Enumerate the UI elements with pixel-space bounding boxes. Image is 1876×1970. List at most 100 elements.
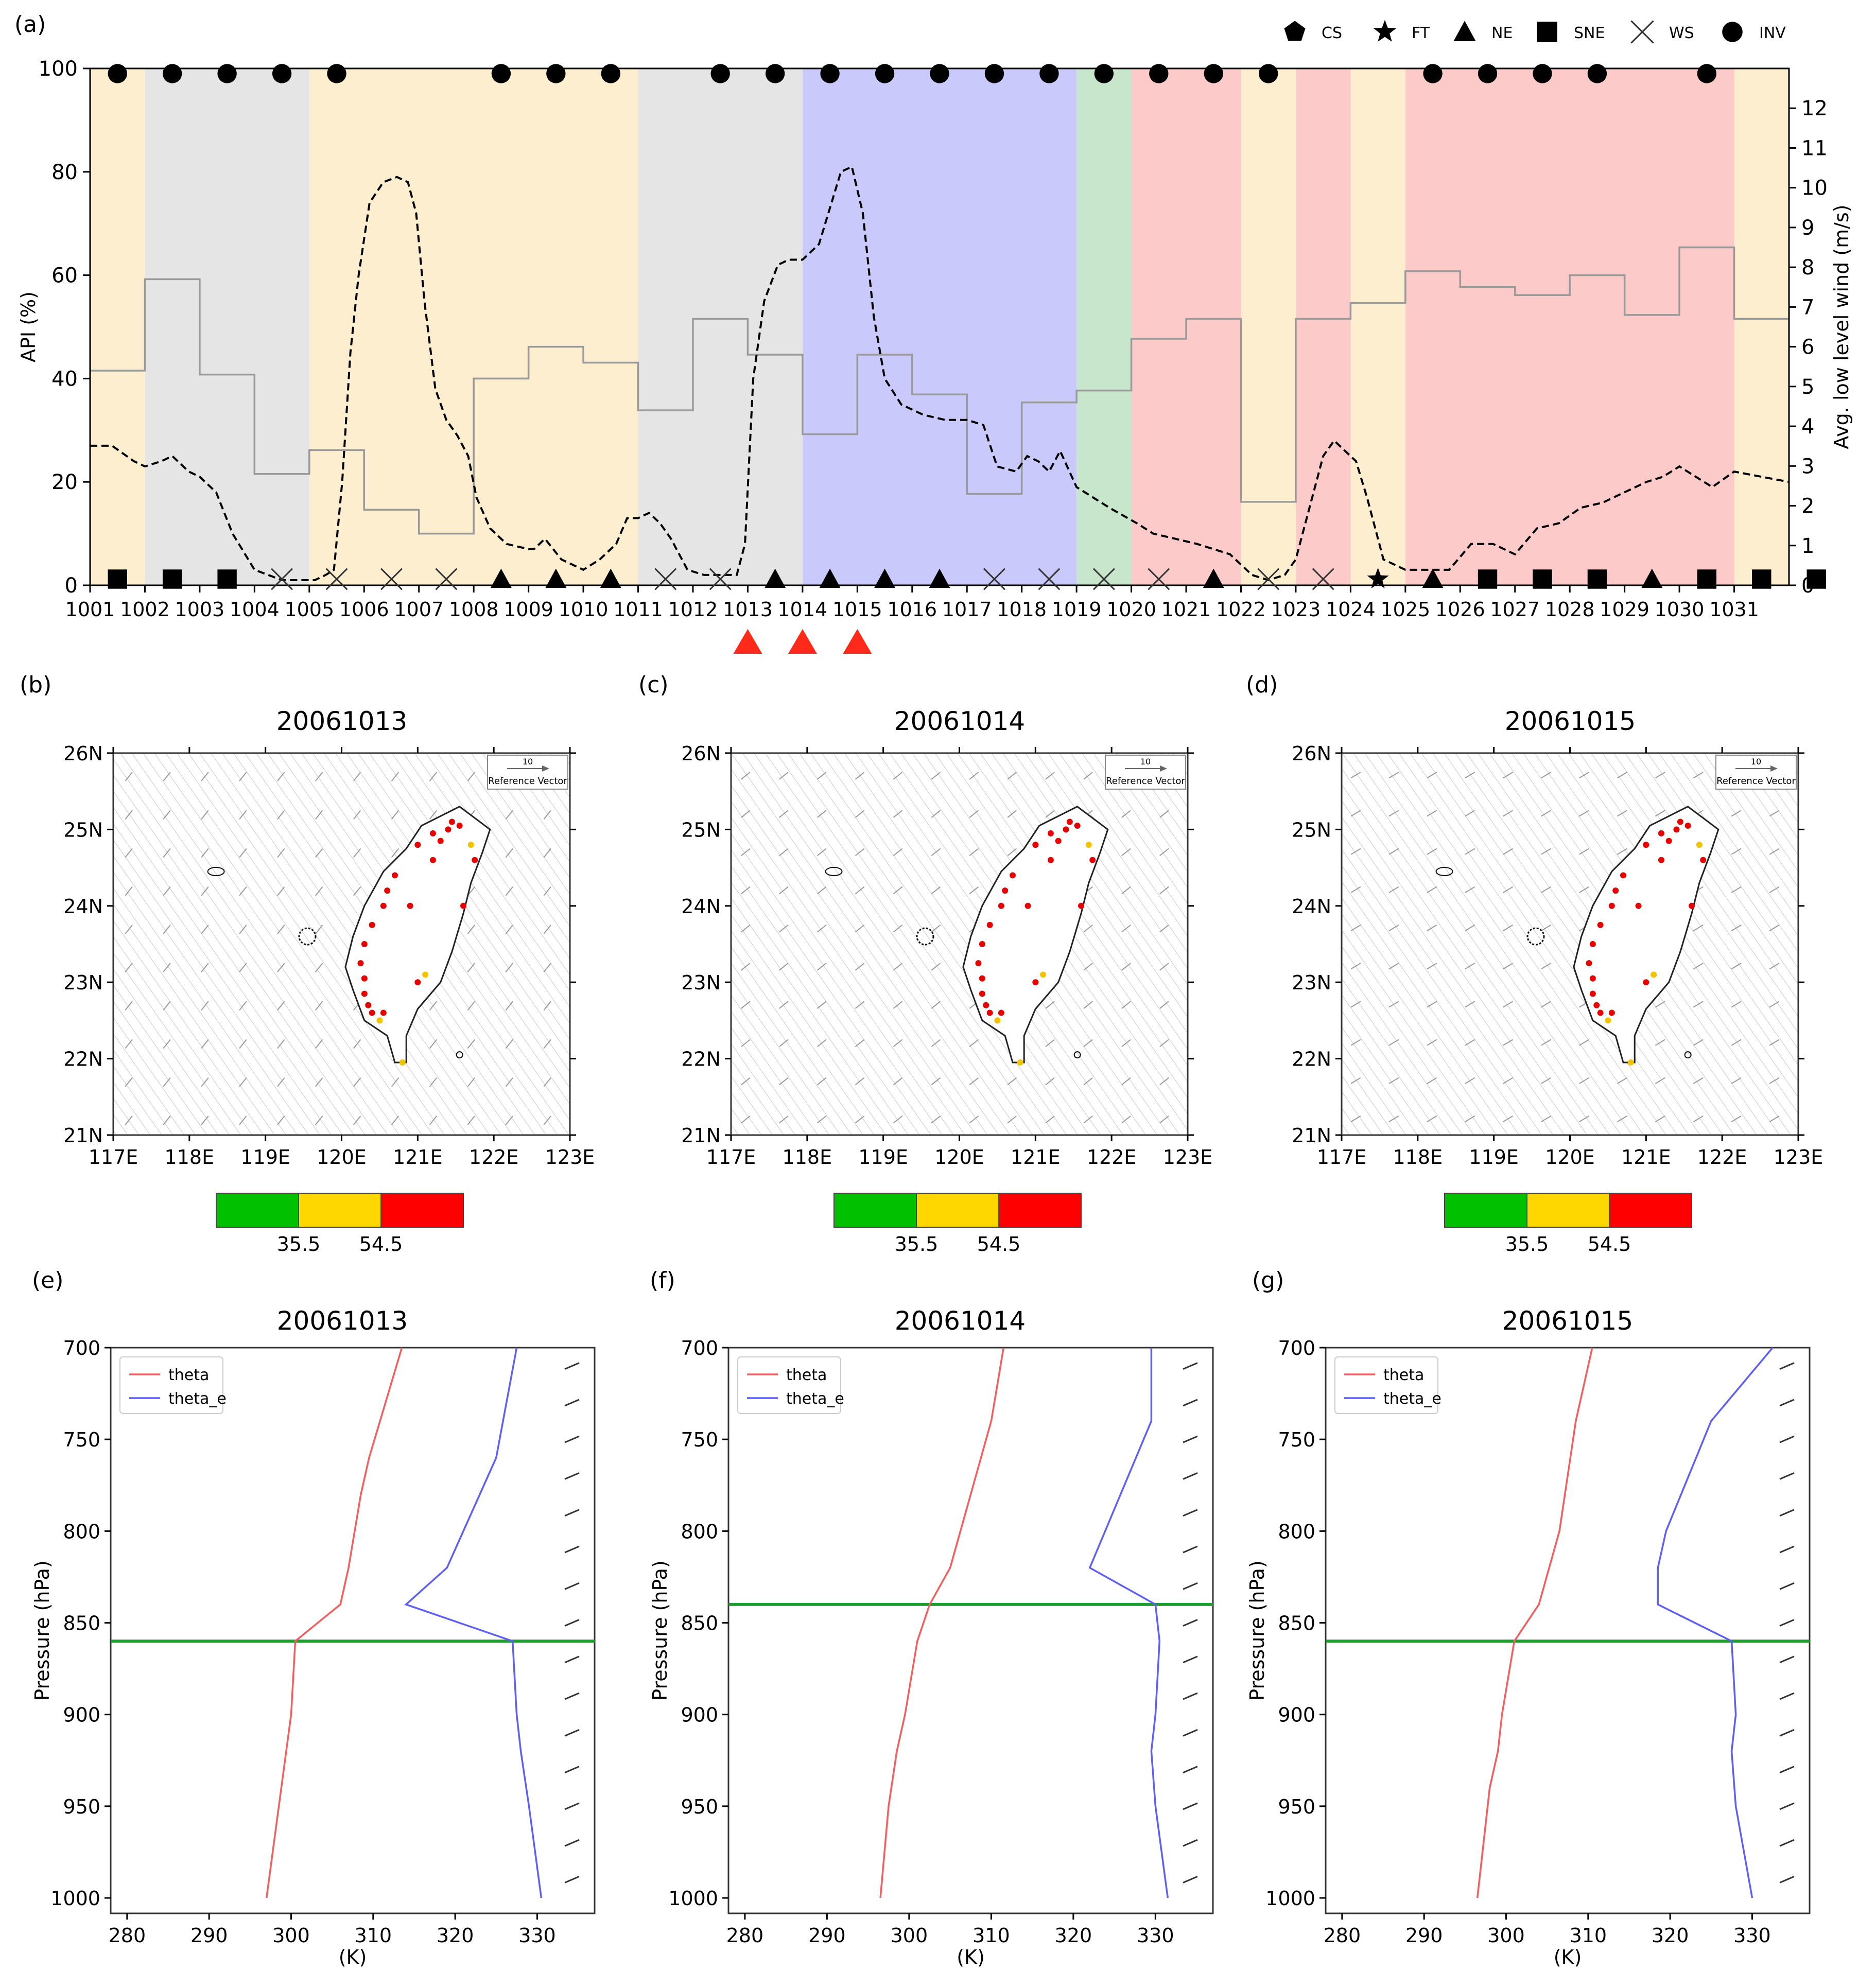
pm-station: [437, 838, 444, 844]
profile-legend: theta theta_e: [737, 1356, 844, 1414]
pm-station: [1677, 818, 1683, 825]
wind-barb: [1183, 1766, 1198, 1773]
x-tick-label: 1016: [887, 598, 937, 621]
wind-arrow: [429, 1115, 438, 1125]
y-tick-label: 60: [51, 264, 78, 288]
lon-label: 123E: [545, 1146, 595, 1169]
wind-arrow: [1427, 886, 1437, 893]
highlight-triangle: [843, 629, 872, 654]
type-marker: [874, 568, 895, 588]
panel-label: (a): [14, 11, 46, 38]
pm-station: [1643, 842, 1649, 848]
wind-arrow: [1388, 848, 1399, 855]
type-marker: [765, 568, 786, 588]
wind-arrow: [505, 886, 513, 896]
y2-axis-label: Avg. low level wind (m/s): [1830, 204, 1853, 449]
wind-arrow: [1465, 963, 1475, 970]
wind-arrow: [201, 1077, 209, 1087]
x-tick-label: 1012: [668, 598, 718, 621]
x-tick-label: 1002: [120, 598, 170, 621]
inv-marker: [1697, 64, 1717, 83]
type-marker: [1367, 567, 1389, 588]
x-tick-label: 1030: [1655, 598, 1705, 621]
colorbar-label: 35.5: [277, 1233, 321, 1256]
taiwan-coastline: [344, 806, 491, 1064]
wind-arrow: [429, 810, 438, 820]
wind-barb: [564, 1729, 580, 1737]
wind-arrow: [969, 1115, 979, 1124]
x-tick-label: 1025: [1380, 598, 1430, 621]
wind-arrow: [1503, 772, 1514, 779]
reference-vector-value: 10: [1751, 757, 1761, 766]
wind-arrow: [1579, 1039, 1589, 1046]
wind-arrow: [855, 1115, 865, 1124]
wind-arrow: [543, 1039, 551, 1049]
wind-arrow: [1465, 772, 1475, 779]
y-tick-label: 950: [681, 1795, 718, 1818]
inv-marker: [1587, 64, 1607, 83]
wind-arrow: [505, 1001, 513, 1011]
map-title: 20061014: [894, 706, 1026, 736]
wind-arrow: [125, 810, 133, 820]
colorbar-segment: [380, 1193, 464, 1228]
wind-arrow: [467, 925, 475, 934]
lat-label: 26N: [63, 742, 103, 765]
wind-arrow: [1503, 848, 1514, 855]
wind-barb: [564, 1766, 580, 1773]
wind-arrow: [1007, 1115, 1017, 1124]
x-tick-label: 310: [355, 1924, 392, 1947]
wind-arrow: [1388, 886, 1399, 893]
inv-marker: [1478, 64, 1498, 83]
wind-arrow: [893, 1039, 903, 1048]
wind-arrow: [163, 1001, 171, 1011]
pm-station: [1032, 842, 1039, 848]
pm-station: [380, 902, 387, 909]
profile-legend: theta theta_e: [1334, 1356, 1441, 1414]
wind-barb: [1183, 1399, 1198, 1407]
wind-barb: [1183, 1655, 1198, 1664]
wind-barb: [1183, 1619, 1198, 1627]
wind-arrow: [429, 1001, 438, 1011]
lat-label: 21N: [681, 1124, 721, 1147]
pm-station: [1074, 822, 1081, 829]
pm-station: [1085, 842, 1092, 848]
wind-arrow: [315, 1077, 323, 1087]
wind-arrow: [543, 963, 551, 972]
x-tick-label: 330: [1733, 1924, 1771, 1947]
wind-arrow: [239, 810, 247, 820]
theta-line: [265, 1347, 403, 1898]
wind-arrow: [1121, 963, 1131, 971]
wind-arrow: [1350, 925, 1361, 932]
wind-arrow: [1350, 810, 1361, 817]
wind-arrow: [1693, 925, 1704, 932]
y2-tick-label: 1: [1801, 534, 1814, 558]
wind-arrow: [505, 1077, 513, 1087]
type-marker: [380, 568, 403, 590]
lat-label: 25N: [681, 818, 721, 841]
pm-station: [448, 818, 455, 825]
pm-station: [1608, 1009, 1615, 1016]
lon-label: 121E: [1011, 1146, 1061, 1169]
wind-arrow: [855, 1039, 865, 1048]
y2-tick-label: 7: [1801, 295, 1814, 319]
x-tick-label: 290: [190, 1924, 228, 1947]
wind-arrow: [315, 1039, 323, 1049]
reference-vector-value: 10: [523, 757, 533, 766]
lat-label: 23N: [681, 971, 721, 994]
wind-arrow: [1769, 963, 1780, 970]
wind-arrow: [163, 810, 171, 820]
pm-station: [472, 857, 478, 863]
theta-e-line: [1088, 1348, 1169, 1898]
legend-label: FT: [1412, 24, 1430, 42]
wind-arrow: [353, 886, 361, 896]
wind-arrow: [817, 1115, 827, 1124]
wind-barb: [1183, 1692, 1198, 1700]
wind-arrow: [893, 963, 903, 971]
wind-arrow: [969, 772, 979, 780]
wind-barb: [1779, 1509, 1795, 1517]
api-dashed-line: [90, 165, 1790, 582]
wind-step-line: [90, 246, 1789, 535]
wind-arrow: [467, 1001, 475, 1011]
pm-station: [1635, 902, 1642, 909]
